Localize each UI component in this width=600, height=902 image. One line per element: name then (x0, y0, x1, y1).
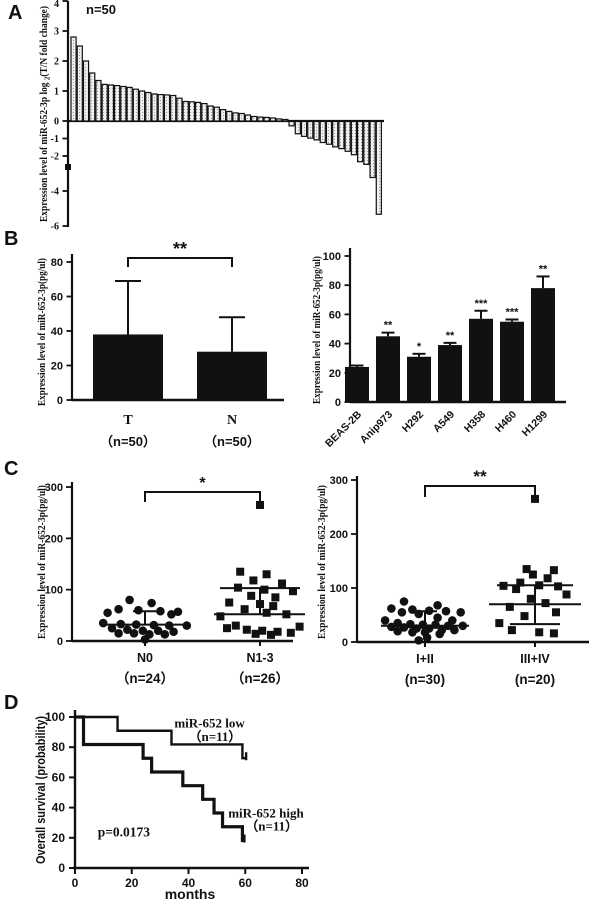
svg-text:100: 100 (323, 251, 341, 263)
svg-text:60: 60 (51, 292, 63, 304)
svg-text:60: 60 (329, 309, 341, 321)
svg-text:III+IV: III+IV (520, 652, 550, 666)
svg-text:80: 80 (295, 876, 309, 890)
svg-text:40: 40 (182, 876, 196, 890)
svg-text:Expression level of miR-652-3: Expression level of miR-652-3p(pg/ul) (37, 258, 48, 406)
svg-text:2: 2 (54, 57, 59, 68)
svg-text:***: *** (506, 307, 520, 319)
svg-text:（n=50）: （n=50） (100, 434, 156, 449)
svg-text:H358: H358 (462, 409, 488, 435)
svg-text:-6: -6 (51, 222, 59, 233)
svg-text:100: 100 (330, 583, 348, 595)
panel-c-label: C (4, 458, 19, 480)
svg-text:months: months (165, 886, 216, 902)
svg-text:n=50: n=50 (86, 2, 116, 17)
svg-text:（n=24）: （n=24） (116, 671, 174, 686)
svg-text:0: 0 (72, 876, 79, 890)
chart-svg: 0 20 40 60 80 100 BEAS-2B ** Anip973 * H292 ** A549 *… (312, 248, 566, 450)
chart-svg: 0 100 200 300 I+II (n=30) III+IV (n=20) ** Expres… (317, 467, 589, 687)
svg-text:20: 20 (51, 361, 63, 373)
svg-text:80: 80 (52, 740, 66, 754)
svg-text:H292: H292 (400, 409, 426, 435)
svg-text:(n=30): (n=30) (405, 672, 445, 687)
svg-text:Expression level of miR-652-3: Expression level of miR-652-3p(pg/ul) (37, 485, 48, 639)
svg-text:H460: H460 (493, 409, 519, 435)
svg-text:40: 40 (51, 326, 63, 338)
svg-text:**: ** (384, 320, 393, 332)
svg-text:p=0.0173: p=0.0173 (98, 824, 151, 839)
svg-text:0: 0 (57, 636, 63, 648)
svg-text:Expression level of miR-652-3: Expression level of miR-652-3p(pg/ul) (317, 485, 328, 639)
svg-text:（n=26）: （n=26） (231, 671, 289, 686)
svg-text:200: 200 (45, 533, 63, 545)
svg-text:0: 0 (342, 637, 348, 649)
panel-d-survival-curve-chart: 0 20 40 60 80 100 0 20 40 60 80 miR-652 low （n=11） mi… (15, 690, 360, 902)
svg-text:-1: -1 (51, 134, 59, 145)
svg-text:（n=11）: （n=11） (245, 818, 298, 833)
svg-text:0: 0 (57, 395, 63, 407)
svg-text:Expression level of miR-652-3: Expression level of miR-652-3p(pg/ul) (312, 256, 323, 404)
svg-text:I+II: I+II (416, 652, 434, 666)
svg-text:*: * (417, 341, 422, 353)
svg-text:Expression level of miR-652-3p: Expression level of miR-652-3p log 2(T/N… (39, 6, 52, 222)
panel-b-tumor-vs-normal-bar-chart: 0 20 40 60 80 T （n=50） N （n=50） ** Expression leve… (30, 238, 302, 457)
chart-svg: 0 100 200 300 N0 （n=24） N1-3 （n=26） * Expression … (37, 475, 306, 686)
svg-text:40: 40 (52, 801, 66, 815)
svg-text:60: 60 (239, 876, 253, 890)
svg-text:N1-3: N1-3 (246, 651, 273, 665)
svg-text:miR-652 low: miR-652 low (174, 716, 245, 731)
svg-text:**: ** (173, 239, 187, 259)
svg-text:A549: A549 (431, 409, 457, 435)
svg-text:**: ** (446, 330, 455, 342)
svg-text:0: 0 (54, 117, 59, 128)
svg-text:BEAS-2B: BEAS-2B (323, 408, 364, 449)
svg-text:80: 80 (329, 280, 341, 292)
svg-text:（n=50）: （n=50） (204, 434, 260, 449)
svg-text:300: 300 (330, 475, 348, 487)
svg-text:**: ** (473, 467, 487, 486)
panel-b-label: B (4, 228, 19, 250)
svg-text:200: 200 (330, 529, 348, 541)
panel-b-cell-line-bar-chart: 0 20 40 60 80 100 BEAS-2B ** Anip973 * H292 ** A549 *… (310, 238, 600, 457)
svg-text:4: 4 (54, 0, 59, 10)
svg-text:H1299: H1299 (520, 409, 550, 439)
svg-text:300: 300 (45, 482, 63, 494)
svg-text:miR-652 high: miR-652 high (228, 805, 304, 820)
svg-text:T: T (123, 413, 133, 428)
svg-text:***: *** (475, 298, 489, 310)
svg-text:N: N (227, 413, 237, 428)
svg-text:N0: N0 (137, 651, 153, 665)
svg-text:40: 40 (329, 339, 341, 351)
chart-svg: 4 3 2 1 0 -1 -2 -4 -6 n=50 Expression level of miR… (39, 0, 384, 233)
panel-a-label: A (8, 2, 23, 24)
svg-text:**: ** (539, 263, 548, 275)
svg-text:（n=11）: （n=11） (189, 729, 242, 744)
svg-text:0: 0 (335, 397, 341, 409)
svg-text:60: 60 (52, 770, 66, 784)
chart-svg: 0 20 40 60 80 T （n=50） N （n=50） ** Expression leve… (37, 239, 284, 449)
svg-text:100: 100 (45, 585, 63, 597)
svg-text:(n=20): (n=20) (515, 672, 555, 687)
panel-a-waterfall-chart: 4 3 2 1 0 -1 -2 -4 -6 n=50 Expression level of miR… (0, 0, 600, 239)
svg-text:20: 20 (125, 876, 139, 890)
svg-text:Overall survival (probability): Overall survival (probability) (34, 716, 48, 864)
svg-text:Anip973: Anip973 (358, 409, 395, 446)
panel-d-label: D (4, 692, 19, 714)
svg-text:3: 3 (54, 27, 59, 38)
svg-text:0: 0 (58, 861, 65, 875)
svg-text:-2: -2 (51, 152, 59, 163)
svg-text:*: * (199, 475, 206, 492)
panel-c-nodal-status-scatter-plot: 0 100 200 300 N0 （n=24） N1-3 （n=26） * Expression … (25, 462, 306, 711)
svg-text:-4: -4 (51, 187, 59, 198)
svg-text:1: 1 (54, 87, 59, 98)
svg-text:100: 100 (45, 710, 65, 724)
svg-text:20: 20 (52, 831, 66, 845)
panel-c-tumor-stage-scatter-plot: 0 100 200 300 I+II (n=30) III+IV (n=20) ** Expres… (305, 462, 600, 711)
svg-text:80: 80 (51, 257, 63, 269)
svg-text:20: 20 (329, 368, 341, 380)
